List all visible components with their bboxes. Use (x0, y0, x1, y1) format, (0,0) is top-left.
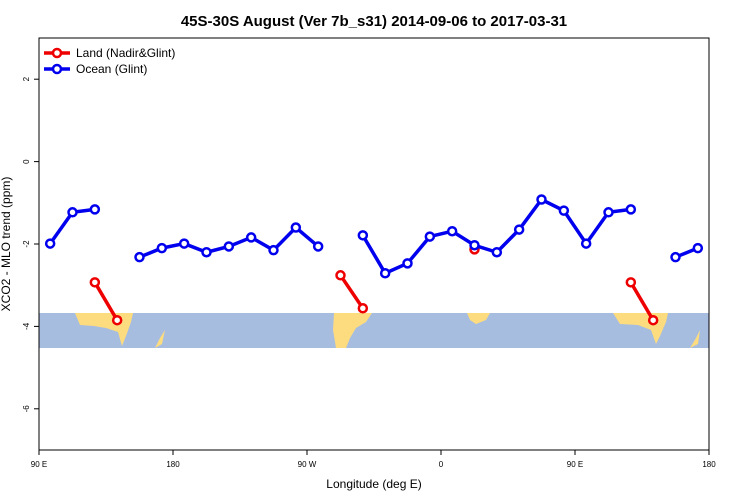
point (625, 277, 637, 288)
y-tick-label: -6 (22, 405, 31, 413)
point (603, 207, 614, 218)
point (357, 303, 369, 314)
point (335, 270, 346, 281)
point (670, 251, 681, 263)
map-strip (39, 313, 709, 348)
point (67, 207, 78, 218)
legend-marker (51, 63, 63, 75)
y-tick-label: 0 (22, 159, 31, 164)
point (134, 251, 145, 263)
x-axis-label: Longitude (deg E) (326, 477, 421, 491)
point (469, 239, 480, 251)
plot-frame (38, 37, 710, 451)
point (402, 258, 413, 269)
point (156, 242, 168, 254)
x-tick-label: 90 E (567, 460, 583, 469)
south-america (333, 313, 372, 348)
legend-label: Land (Nadir&Glint) (76, 46, 175, 60)
point (446, 225, 458, 237)
point (312, 241, 324, 252)
legend-label: Ocean (Glint) (76, 62, 147, 76)
new-zealand (690, 330, 700, 348)
point (89, 277, 101, 288)
y-tick-label: -4 (22, 322, 31, 330)
point (647, 314, 659, 326)
x-tick-label: 90 E (31, 460, 47, 469)
point (223, 241, 235, 252)
point (201, 246, 212, 258)
point (625, 204, 637, 215)
point (89, 204, 101, 215)
y-tick-label: -2 (22, 240, 31, 248)
point (245, 232, 257, 243)
series-line (48, 197, 699, 276)
x-tick-label: 180 (166, 460, 180, 469)
point (357, 230, 369, 241)
point (290, 222, 302, 233)
point (580, 238, 592, 249)
new-zealand (155, 330, 165, 348)
point (44, 238, 56, 249)
ocean-background (39, 313, 709, 348)
point (178, 238, 190, 249)
point (536, 194, 547, 205)
legend-marker (51, 47, 63, 59)
point (268, 244, 279, 256)
x-tick-label: 90 W (298, 460, 317, 469)
x-tick-label: 180 (702, 460, 716, 469)
point (111, 314, 123, 326)
point (558, 205, 570, 216)
point (513, 224, 525, 235)
point (424, 231, 436, 242)
y-axis-label: XCO2 - MLO trend (ppm) (0, 177, 13, 312)
point (692, 242, 704, 254)
chart-title: 45S-30S August (Ver 7b_s31) 2014-09-06 t… (181, 13, 567, 30)
point (491, 246, 503, 258)
africa (467, 313, 490, 324)
series-line (93, 274, 655, 322)
x-tick-label: 0 (439, 460, 444, 469)
y-tick-label: 2 (22, 76, 31, 81)
point (379, 268, 391, 279)
